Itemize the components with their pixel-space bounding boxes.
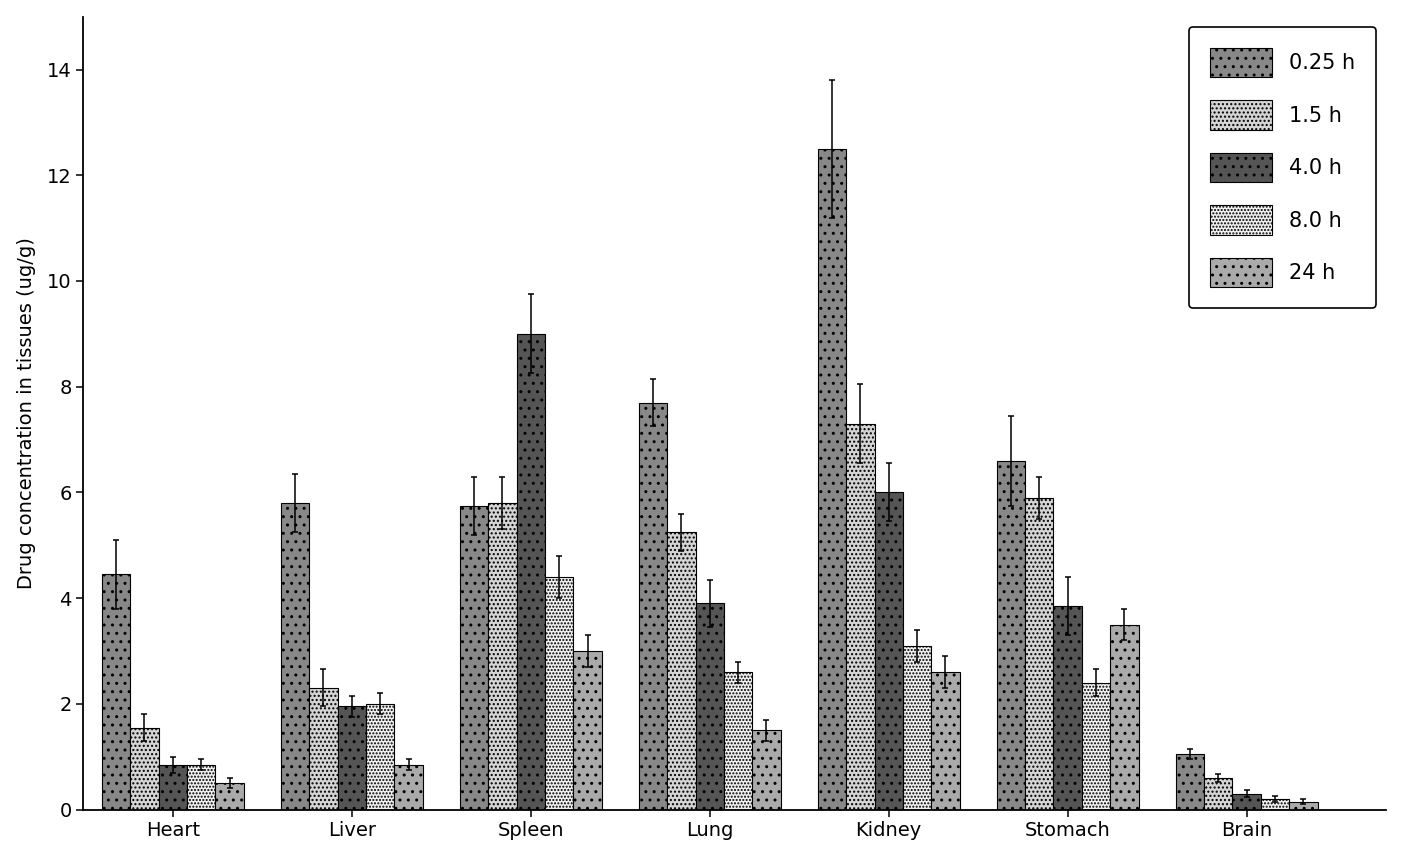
- Bar: [1110, 625, 1139, 810]
- Bar: [394, 764, 422, 810]
- Bar: [904, 645, 932, 810]
- Bar: [516, 334, 544, 810]
- Bar: [752, 730, 780, 810]
- Bar: [638, 403, 668, 810]
- Bar: [544, 577, 574, 810]
- Bar: [460, 506, 488, 810]
- Bar: [696, 603, 724, 810]
- Bar: [874, 493, 904, 810]
- Y-axis label: Drug concentration in tissues (ug/g): Drug concentration in tissues (ug/g): [17, 237, 35, 589]
- Bar: [309, 688, 338, 810]
- Bar: [1204, 778, 1232, 810]
- Bar: [1261, 799, 1289, 810]
- Bar: [366, 704, 394, 810]
- Bar: [1176, 754, 1204, 810]
- Bar: [996, 461, 1026, 810]
- Bar: [1232, 794, 1261, 810]
- Bar: [1054, 606, 1082, 810]
- Bar: [488, 503, 516, 810]
- Bar: [724, 672, 752, 810]
- Bar: [932, 672, 960, 810]
- Bar: [1082, 683, 1110, 810]
- Legend: 0.25 h, 1.5 h, 4.0 h, 8.0 h, 24 h: 0.25 h, 1.5 h, 4.0 h, 8.0 h, 24 h: [1188, 27, 1376, 308]
- Bar: [187, 764, 216, 810]
- Bar: [1289, 801, 1317, 810]
- Bar: [281, 503, 309, 810]
- Bar: [216, 783, 244, 810]
- Bar: [668, 532, 696, 810]
- Bar: [130, 728, 159, 810]
- Bar: [1026, 498, 1054, 810]
- Bar: [338, 706, 366, 810]
- Bar: [159, 764, 187, 810]
- Bar: [574, 651, 602, 810]
- Bar: [102, 574, 130, 810]
- Bar: [846, 423, 874, 810]
- Bar: [818, 149, 846, 810]
